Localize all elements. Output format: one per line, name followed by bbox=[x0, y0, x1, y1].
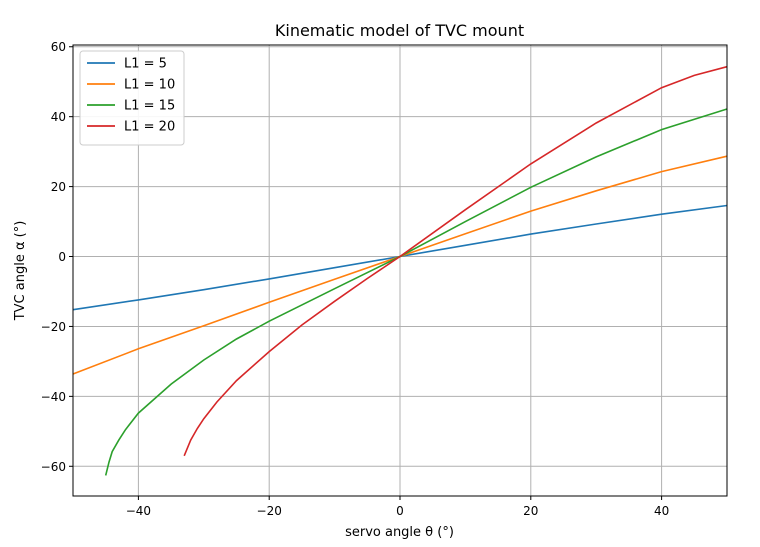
y-tick-label: 20 bbox=[51, 180, 66, 194]
x-axis-label: servo angle θ (°) bbox=[345, 525, 454, 540]
x-tick-label: −40 bbox=[126, 504, 151, 518]
series-lines bbox=[72, 65, 728, 476]
legend-box bbox=[79, 50, 185, 146]
legend-label: L1 = 5 bbox=[124, 57, 167, 72]
x-tick-label: 0 bbox=[396, 504, 404, 518]
y-tick-label: −40 bbox=[41, 390, 66, 404]
legend-label: L1 = 10 bbox=[124, 78, 175, 93]
x-tick-label: 40 bbox=[654, 504, 669, 518]
y-tick-label: 40 bbox=[51, 110, 66, 124]
x-tick-label: 20 bbox=[523, 504, 538, 518]
y-tick-label: −60 bbox=[41, 460, 66, 474]
x-tick-label: −20 bbox=[257, 504, 282, 518]
gridlines bbox=[73, 45, 727, 496]
y-tick-label: −20 bbox=[41, 320, 66, 334]
y-tick-label: 60 bbox=[51, 40, 66, 54]
axis-ticks: −40 −20 0 20 40 −60 −40 −20 0 20 40 60 bbox=[41, 40, 670, 518]
legend: L1 = 5 L1 = 10 L1 = 15 L1 = 20 bbox=[79, 50, 185, 146]
y-axis-label: TVC angle α (°) bbox=[13, 221, 28, 322]
legend-label: L1 = 15 bbox=[124, 99, 175, 114]
y-tick-label: 0 bbox=[58, 250, 66, 264]
legend-label: L1 = 20 bbox=[124, 120, 175, 135]
chart-title: Kinematic model of TVC mount bbox=[275, 21, 524, 40]
series-line-4 bbox=[183, 65, 728, 457]
series-line-3 bbox=[104, 108, 728, 476]
